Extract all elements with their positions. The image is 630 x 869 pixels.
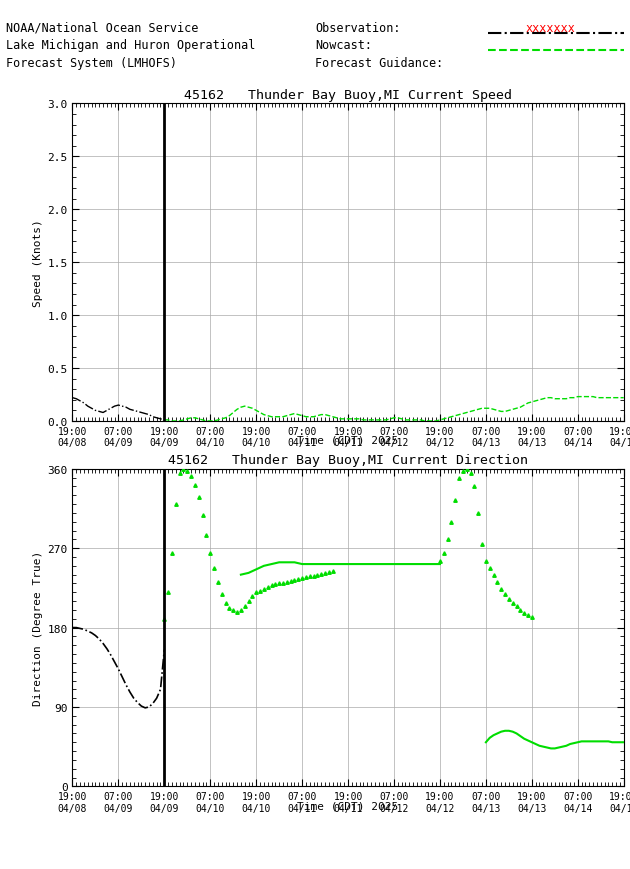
Title: 45162   Thunder Bay Buoy,MI Current Direction: 45162 Thunder Bay Buoy,MI Current Direct… bbox=[168, 454, 528, 467]
Text: Forecast Guidance:: Forecast Guidance: bbox=[315, 56, 444, 70]
Y-axis label: Direction (Degree True): Direction (Degree True) bbox=[33, 550, 43, 706]
Text: Nowcast:: Nowcast: bbox=[315, 39, 372, 52]
Text: Time (CDT) 2025: Time (CDT) 2025 bbox=[297, 800, 399, 810]
Text: Lake Michigan and Huron Operational: Lake Michigan and Huron Operational bbox=[6, 39, 256, 52]
Text: Time (CDT) 2025: Time (CDT) 2025 bbox=[297, 435, 399, 445]
Text: Observation:: Observation: bbox=[315, 22, 401, 35]
Title: 45162   Thunder Bay Buoy,MI Current Speed: 45162 Thunder Bay Buoy,MI Current Speed bbox=[184, 89, 512, 102]
Text: xxxxxxx: xxxxxxx bbox=[526, 22, 576, 35]
Y-axis label: Speed (Knots): Speed (Knots) bbox=[33, 219, 43, 307]
Text: NOAA/National Ocean Service: NOAA/National Ocean Service bbox=[6, 22, 198, 35]
Text: Forecast System (LMHOFS): Forecast System (LMHOFS) bbox=[6, 56, 177, 70]
